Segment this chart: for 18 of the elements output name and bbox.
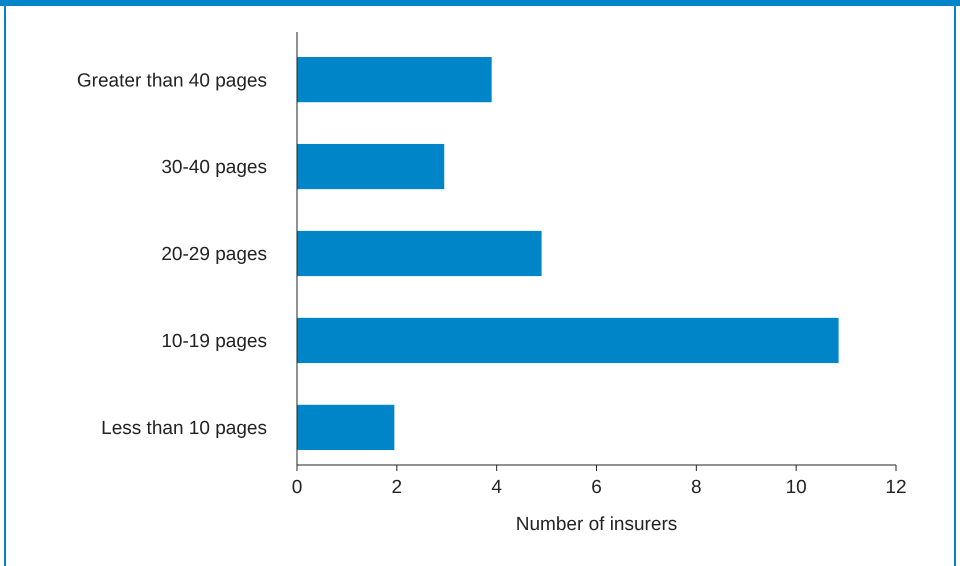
x-tick-label: 10: [786, 477, 807, 498]
y-tick-label: Less than 10 pages: [101, 418, 267, 440]
x-tick-label: 4: [491, 477, 502, 498]
bar: [297, 57, 492, 102]
x-tick-label: 8: [691, 477, 702, 498]
bar: [297, 318, 839, 364]
x-tick-label: 0: [292, 477, 302, 498]
bar: [297, 230, 542, 276]
x-tick-label: 2: [392, 477, 402, 498]
y-tick-label: 20-29 pages: [161, 244, 267, 266]
bar: [297, 404, 394, 450]
x-tick-label: 6: [591, 477, 602, 498]
y-tick-label: Greater than 40 pages: [76, 70, 267, 92]
y-tick-label: 30-40 pages: [161, 157, 267, 178]
y-tick-label: 10-19 pages: [161, 331, 267, 352]
x-axis-title: Number of insurers: [516, 514, 678, 535]
x-tick-label: 12: [885, 477, 907, 498]
bar: [297, 144, 444, 190]
